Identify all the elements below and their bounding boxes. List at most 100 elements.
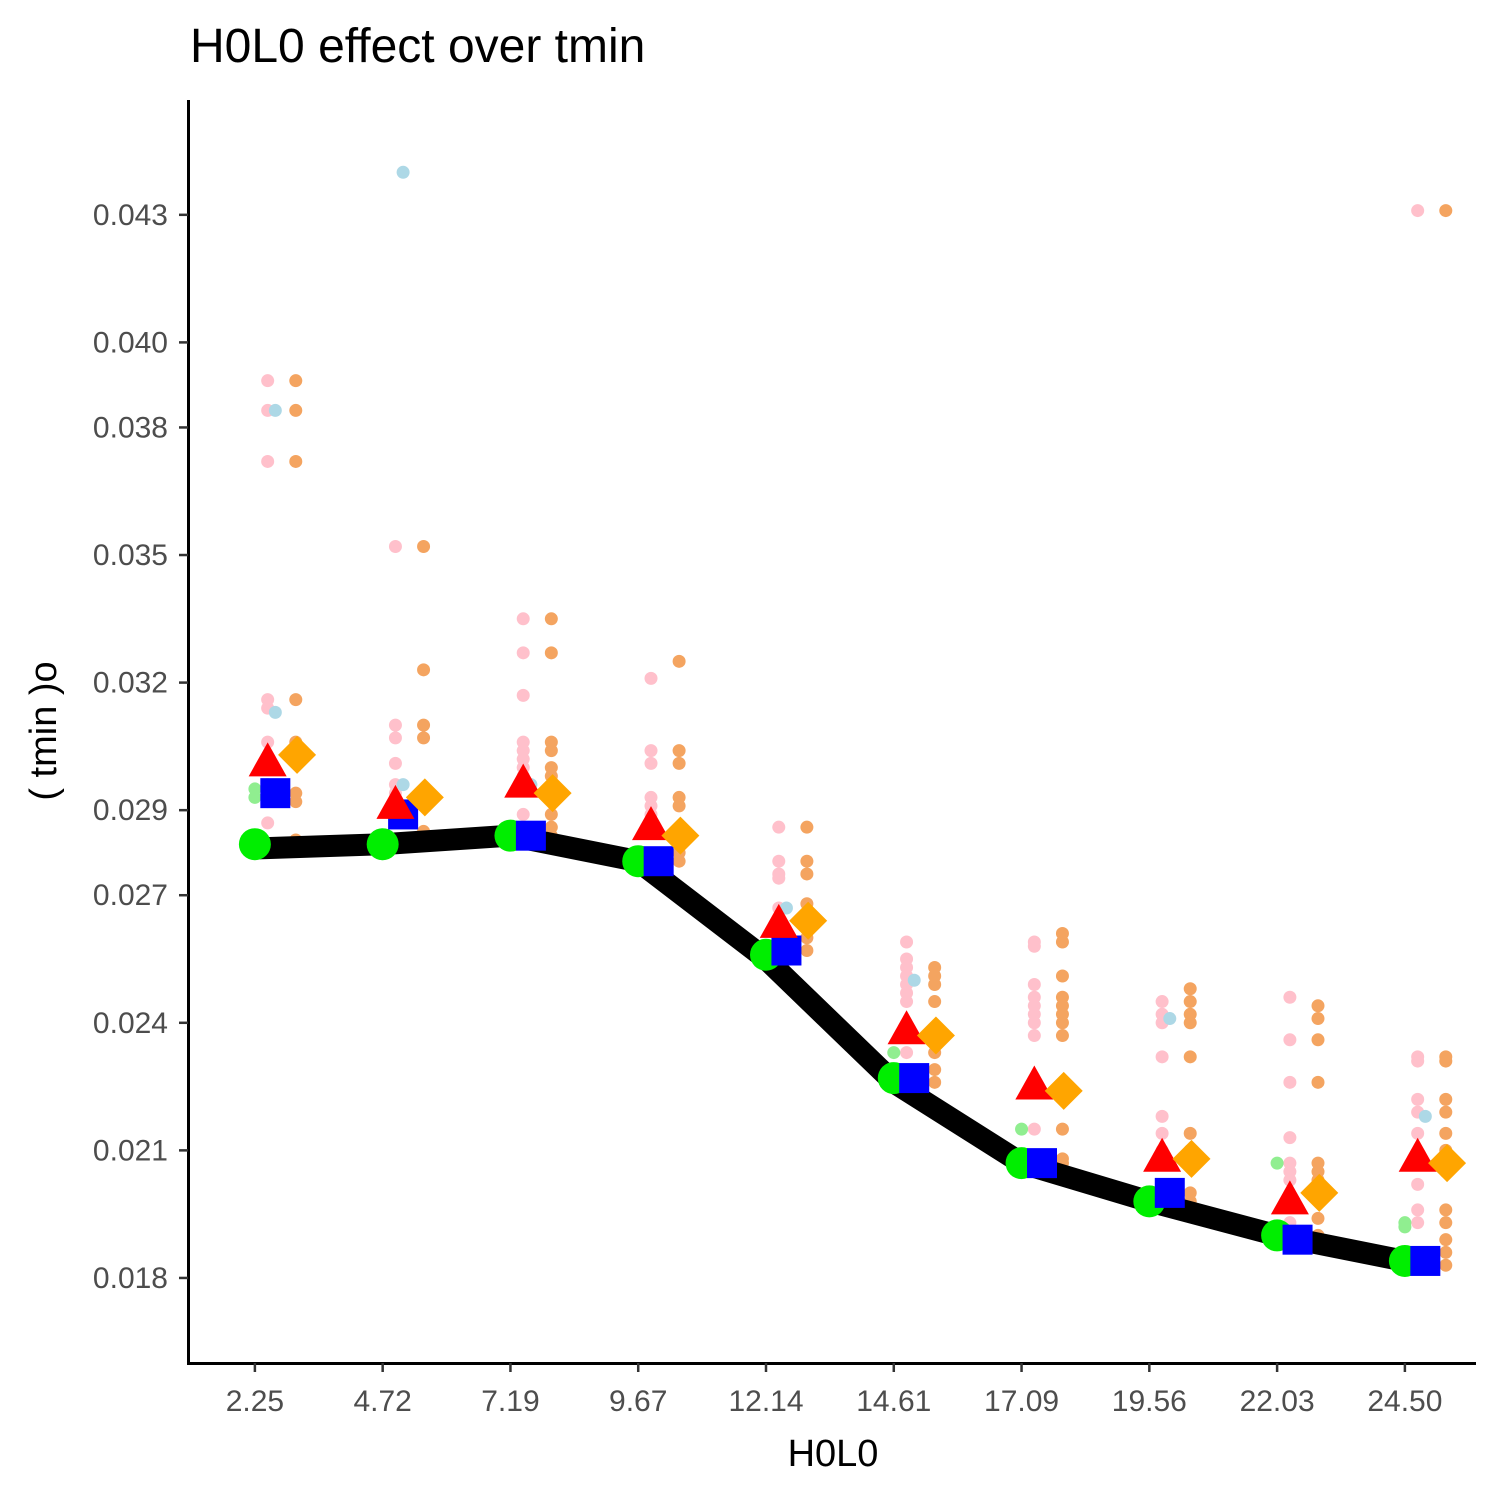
raw-point	[772, 871, 786, 885]
raw-point	[261, 374, 275, 388]
y-tick-label: 0.043	[93, 199, 168, 232]
raw-point	[1015, 1122, 1029, 1136]
blue-square-marker	[1282, 1224, 1313, 1255]
raw-point	[1439, 1203, 1453, 1217]
raw-point	[1183, 1016, 1197, 1030]
x-tick-label: 17.09	[984, 1385, 1059, 1418]
raw-point	[887, 1046, 901, 1060]
raw-point	[1311, 1075, 1325, 1089]
red-triangle-marker	[376, 784, 415, 819]
x-axis-title: H0L0	[788, 1433, 879, 1475]
x-tick-label: 14.61	[856, 1385, 931, 1418]
blue-square-marker	[1410, 1245, 1441, 1276]
x-tick-label: 24.50	[1367, 1385, 1442, 1418]
raw-point	[644, 671, 658, 685]
raw-point	[672, 799, 686, 813]
red-triangle-marker	[632, 806, 670, 841]
raw-point	[396, 165, 410, 179]
raw-point	[261, 816, 275, 830]
raw-point	[388, 540, 402, 554]
raw-point	[1027, 1016, 1041, 1030]
raw-point	[1055, 969, 1069, 983]
raw-point	[544, 646, 558, 660]
raw-point	[1283, 1173, 1297, 1187]
trend-line	[254, 824, 1408, 1272]
raw-point	[1439, 1245, 1453, 1259]
plot-area	[238, 165, 1467, 1277]
raw-point	[544, 807, 558, 821]
orange-diamond-marker	[789, 901, 828, 940]
raw-point	[1439, 204, 1453, 218]
raw-point	[900, 995, 914, 1009]
raw-point	[1418, 1109, 1432, 1123]
raw-point	[672, 756, 686, 770]
raw-point	[261, 454, 275, 468]
raw-point	[900, 1046, 914, 1060]
raw-point	[1411, 1203, 1425, 1217]
y-tick-label: 0.021	[93, 1134, 168, 1167]
raw-point	[1311, 1211, 1325, 1225]
raw-point	[1027, 1029, 1041, 1043]
raw-point	[1027, 978, 1041, 992]
axes	[187, 100, 1476, 1365]
raw-point	[516, 688, 530, 702]
raw-point	[1439, 1092, 1453, 1106]
raw-point	[388, 731, 402, 745]
x-tick-label: 2.25	[226, 1385, 284, 1418]
raw-point	[417, 540, 431, 554]
raw-point	[1155, 1050, 1169, 1064]
y-tick-label: 0.027	[93, 879, 168, 912]
raw-point	[928, 995, 942, 1009]
y-tick-label: 0.018	[93, 1262, 168, 1295]
red-triangle-marker	[248, 742, 287, 777]
orange-diamond-marker	[1172, 1139, 1211, 1178]
red-triangle-marker	[1398, 1137, 1437, 1172]
raw-point	[1311, 1012, 1325, 1026]
raw-point	[1183, 995, 1197, 1009]
red-triangle-marker	[887, 1010, 926, 1045]
raw-point	[261, 735, 275, 749]
raw-point	[289, 795, 303, 809]
raw-point	[1055, 1016, 1069, 1030]
raw-point	[1411, 1216, 1425, 1230]
raw-point	[268, 705, 282, 719]
raw-point	[1311, 1033, 1325, 1047]
raw-point	[1439, 1258, 1453, 1272]
raw-point	[1439, 1126, 1453, 1140]
x-tick-label: 4.72	[353, 1385, 411, 1418]
raw-point	[772, 854, 786, 868]
x-tick-label: 12.14	[728, 1385, 803, 1418]
orange-diamond-marker	[533, 774, 572, 813]
y-tick-label: 0.032	[93, 667, 168, 700]
y-tick-label: 0.024	[93, 1007, 168, 1040]
raw-point	[672, 654, 686, 668]
raw-point	[1270, 1156, 1284, 1170]
raw-point	[928, 1075, 942, 1089]
raw-point	[289, 374, 303, 388]
raw-point	[928, 978, 942, 992]
blue-square-marker	[899, 1063, 930, 1094]
y-axis-title: ( tmin )o	[23, 661, 65, 800]
y-tick-label: 0.029	[93, 794, 168, 827]
x-tick-label: 7.19	[481, 1385, 539, 1418]
raw-point	[779, 901, 793, 915]
raw-point	[672, 744, 686, 758]
raw-point	[1027, 939, 1041, 953]
raw-point	[388, 756, 402, 770]
red-triangle-marker	[1143, 1137, 1182, 1172]
red-triangle-marker	[1270, 1180, 1309, 1215]
raw-point	[516, 612, 530, 626]
raw-point	[1283, 990, 1297, 1004]
raw-point	[644, 756, 658, 770]
raw-point	[1055, 1122, 1069, 1136]
blue-square-marker	[515, 820, 546, 851]
raw-point	[1163, 1012, 1177, 1026]
y-tick-label: 0.040	[93, 326, 168, 359]
raw-point	[544, 744, 558, 758]
raw-point	[1411, 1126, 1425, 1140]
red-triangle-marker	[1015, 1065, 1054, 1100]
raw-point	[289, 454, 303, 468]
orange-diamond-marker	[661, 816, 700, 855]
raw-point	[772, 820, 786, 834]
